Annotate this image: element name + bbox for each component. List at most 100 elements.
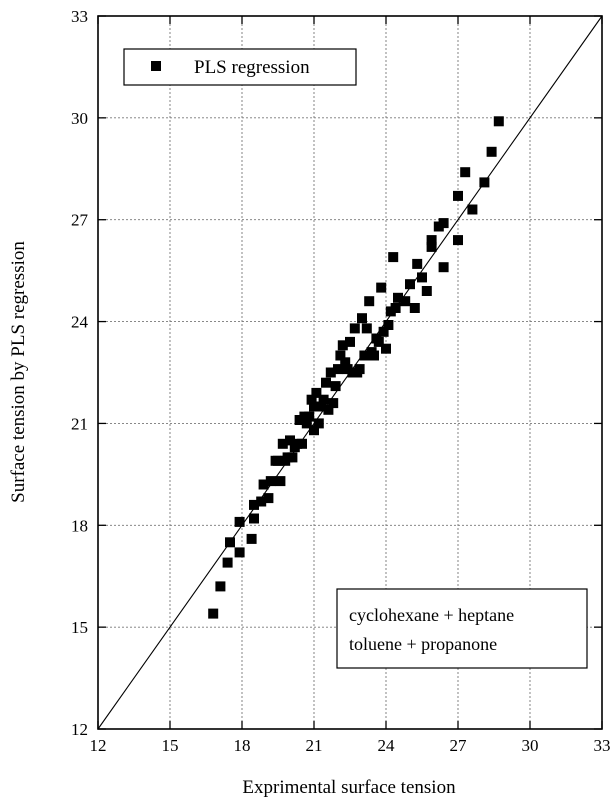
data-point bbox=[215, 581, 226, 592]
y-tick-label: 24 bbox=[71, 313, 89, 332]
x-tick-label: 33 bbox=[594, 736, 611, 755]
data-point bbox=[361, 323, 372, 334]
data-point bbox=[421, 286, 432, 296]
data-point bbox=[388, 252, 399, 263]
data-point bbox=[426, 241, 437, 252]
data-point bbox=[364, 296, 375, 307]
data-point bbox=[438, 218, 449, 229]
data-point bbox=[246, 533, 257, 544]
data-point bbox=[493, 116, 504, 127]
data-point bbox=[301, 418, 312, 429]
y-tick-label: 30 bbox=[71, 109, 88, 128]
data-point bbox=[400, 296, 411, 307]
data-point bbox=[309, 401, 319, 412]
data-point bbox=[263, 493, 274, 504]
data-points bbox=[208, 116, 504, 619]
data-point bbox=[333, 364, 343, 375]
data-point bbox=[345, 336, 355, 347]
data-point bbox=[297, 438, 307, 449]
data-point bbox=[273, 455, 283, 466]
data-point bbox=[378, 326, 389, 337]
data-point bbox=[306, 394, 317, 405]
data-point bbox=[325, 367, 336, 378]
data-point bbox=[460, 167, 471, 178]
data-point bbox=[275, 476, 286, 487]
data-point bbox=[467, 204, 478, 215]
data-point bbox=[285, 435, 295, 446]
data-point bbox=[381, 343, 391, 354]
x-axis-title: Exprimental surface tension bbox=[242, 777, 456, 798]
data-point bbox=[453, 190, 463, 201]
data-point bbox=[222, 557, 233, 568]
data-point bbox=[249, 499, 259, 510]
data-point bbox=[311, 387, 322, 398]
y-tick-label: 33 bbox=[71, 7, 88, 26]
annotation-frame bbox=[336, 588, 588, 669]
y-tick-label: 27 bbox=[71, 211, 89, 230]
data-point bbox=[417, 272, 427, 283]
data-point bbox=[208, 608, 219, 619]
data-point bbox=[376, 282, 387, 293]
annotation-line-2: toluene + propanone bbox=[349, 634, 497, 654]
data-point bbox=[234, 516, 245, 527]
data-point bbox=[318, 394, 329, 405]
data-point bbox=[313, 418, 324, 429]
data-point bbox=[287, 452, 298, 463]
axis-ticks: 12 15 18 21 24 27 30 33 12 15 18 21 24 27 30 33 bbox=[71, 7, 611, 755]
data-point bbox=[323, 404, 334, 415]
y-tick-label: 15 bbox=[71, 618, 88, 637]
data-point bbox=[328, 398, 339, 409]
data-point bbox=[349, 323, 360, 334]
data-point bbox=[265, 476, 276, 487]
plot-frame bbox=[97, 15, 603, 730]
legend: PLS regression bbox=[123, 48, 357, 86]
data-point bbox=[486, 146, 497, 157]
data-point bbox=[479, 177, 490, 188]
data-point bbox=[258, 479, 269, 490]
data-point bbox=[321, 377, 331, 388]
data-point bbox=[438, 262, 449, 273]
legend-marker bbox=[151, 61, 161, 71]
data-point bbox=[390, 303, 401, 313]
data-point bbox=[225, 537, 235, 548]
data-point bbox=[340, 357, 351, 368]
data-point bbox=[405, 279, 415, 290]
data-point bbox=[369, 350, 379, 361]
data-point bbox=[354, 364, 365, 375]
y-tick-label: 21 bbox=[71, 414, 88, 433]
y-tick-label: 12 bbox=[71, 720, 88, 739]
y-tick-label: 18 bbox=[71, 516, 88, 535]
x-tick-label: 27 bbox=[450, 736, 468, 755]
data-point bbox=[234, 547, 245, 558]
data-point bbox=[373, 336, 384, 347]
data-point bbox=[453, 235, 463, 246]
data-point bbox=[357, 313, 367, 324]
data-point bbox=[316, 401, 327, 412]
data-point bbox=[426, 235, 437, 246]
data-point bbox=[309, 425, 319, 436]
grid-lines bbox=[98, 16, 602, 729]
data-point bbox=[249, 513, 259, 524]
data-point bbox=[409, 303, 420, 313]
data-point bbox=[393, 292, 403, 303]
x-tick-label: 21 bbox=[306, 736, 323, 755]
annotation-line-1: cyclohexane + heptane bbox=[349, 605, 514, 625]
data-point bbox=[304, 411, 315, 422]
data-point bbox=[359, 350, 370, 361]
x-tick-label: 15 bbox=[162, 736, 179, 755]
data-point bbox=[277, 438, 288, 449]
x-tick-label: 30 bbox=[522, 736, 539, 755]
annotation-box: cyclohexane + heptane toluene + propanon… bbox=[336, 588, 588, 669]
x-tick-label: 24 bbox=[378, 736, 396, 755]
data-point bbox=[412, 258, 423, 269]
data-point bbox=[256, 496, 267, 507]
x-tick-label: 18 bbox=[234, 736, 251, 755]
x-tick-label: 12 bbox=[90, 736, 107, 755]
data-point bbox=[337, 340, 348, 351]
data-point bbox=[330, 381, 341, 392]
legend-box bbox=[123, 48, 357, 86]
legend-label: PLS regression bbox=[194, 57, 310, 78]
data-point bbox=[335, 350, 346, 361]
data-point bbox=[383, 320, 394, 330]
